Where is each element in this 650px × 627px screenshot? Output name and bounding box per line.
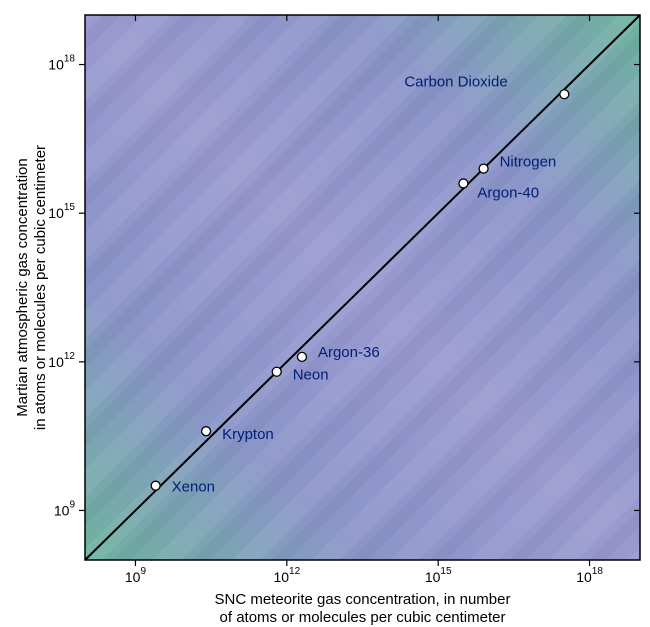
data-point (459, 179, 468, 188)
y-tick-label: 1018 (48, 54, 75, 73)
point-label: Argon-36 (318, 344, 380, 361)
data-point (479, 164, 488, 173)
x-tick-label: 1015 (425, 566, 452, 585)
x-axis-title: SNC meteorite gas concentration, in numb… (215, 591, 511, 626)
y-tick-label: 109 (54, 499, 76, 518)
y-axis-title: Martian atmospheric gas concentrationin … (14, 145, 49, 430)
x-tick-label: 1018 (576, 566, 603, 585)
y-tick-label: 1015 (48, 202, 75, 221)
point-label: Carbon Dioxide (404, 73, 507, 90)
data-point (560, 90, 569, 99)
data-point (272, 367, 281, 376)
x-tick-label: 109 (125, 566, 147, 585)
point-label: Argon-40 (477, 184, 539, 201)
point-label: Krypton (222, 426, 274, 443)
point-label: Nitrogen (500, 154, 557, 171)
x-tick-label: 1012 (273, 566, 300, 585)
y-tick-label: 1012 (48, 351, 75, 370)
gas-concentration-chart: 109 1012 1015 1018 109 1012 1015 1018 Xenon Krypt… (0, 0, 650, 627)
point-label: Xenon (172, 479, 215, 496)
chart-svg: 109 1012 1015 1018 109 1012 1015 1018 Xenon Krypt… (0, 0, 650, 627)
data-point (202, 427, 211, 436)
data-point (151, 481, 160, 490)
data-point (297, 352, 306, 361)
point-label: Neon (293, 367, 329, 384)
